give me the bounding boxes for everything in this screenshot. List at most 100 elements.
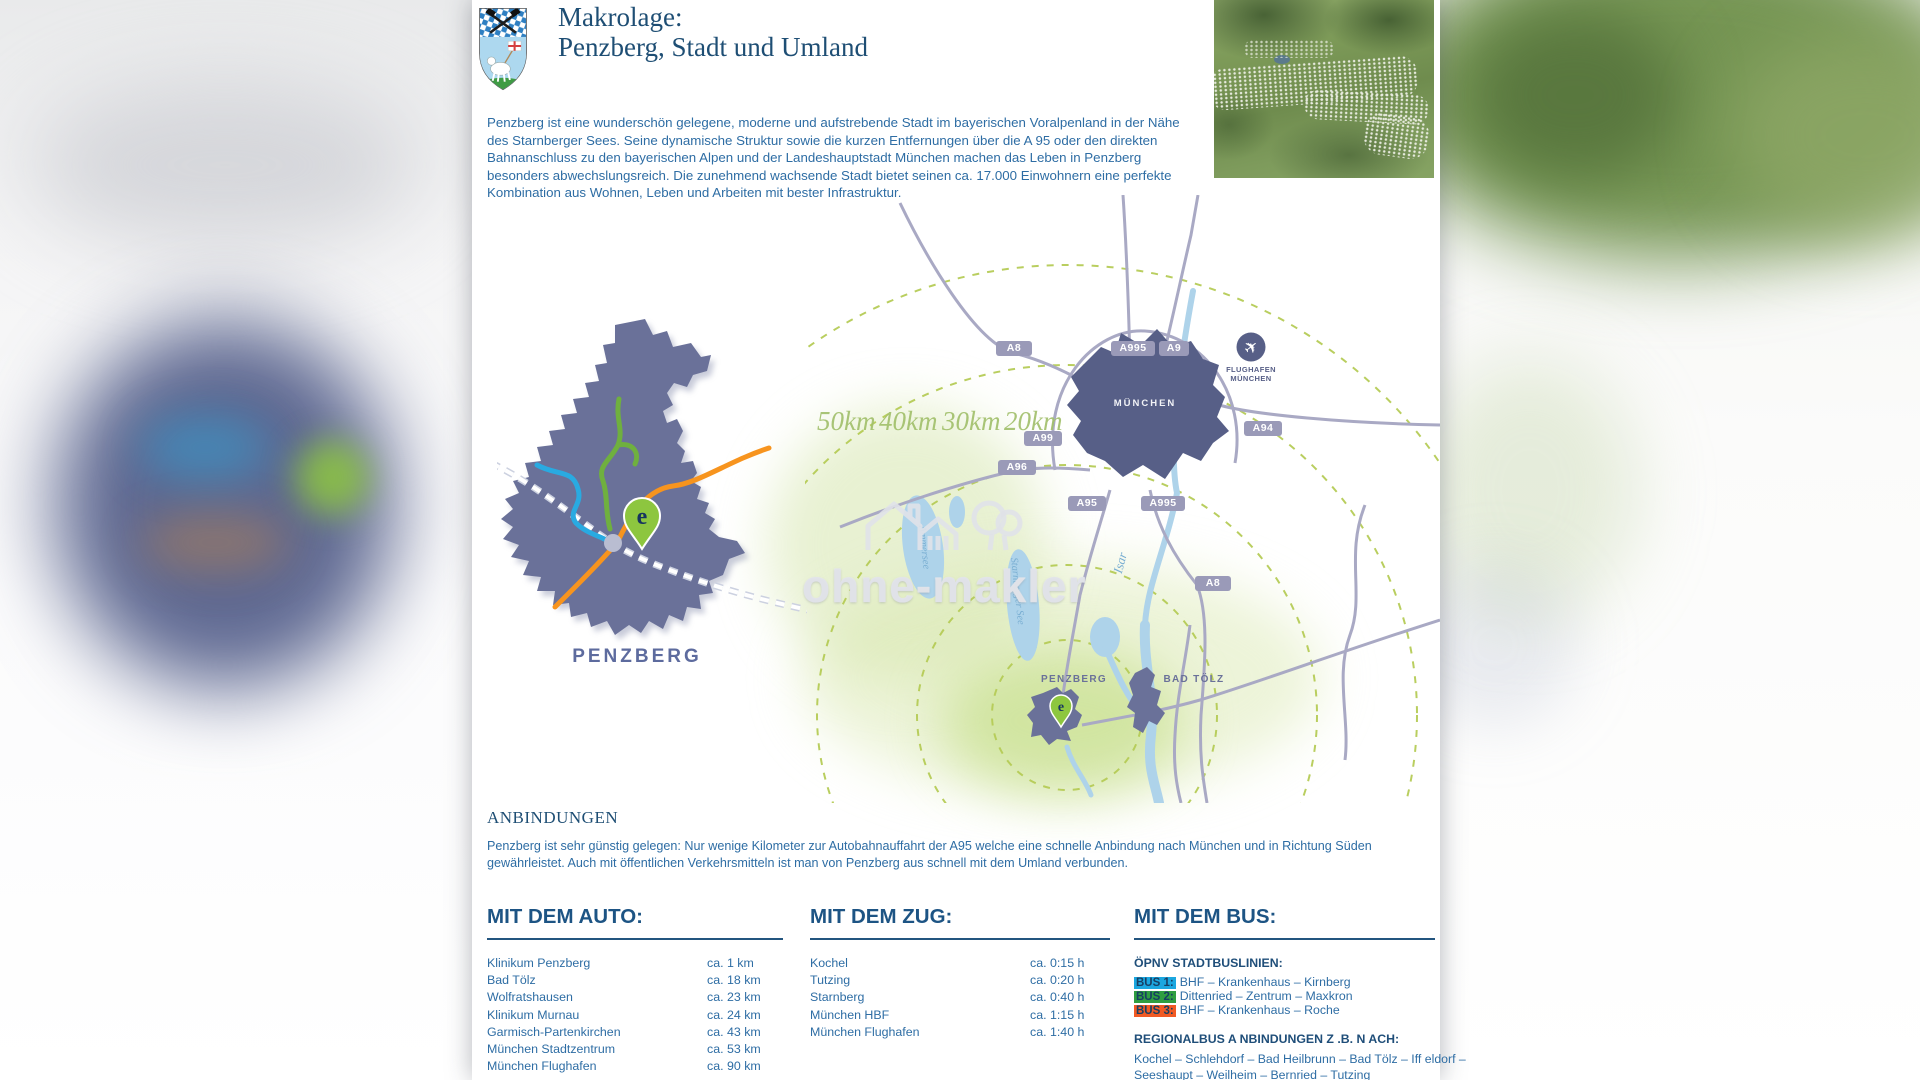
penzberg-city-map: e PENZBERG	[497, 315, 807, 670]
row-value: ca. 0:15 h	[1030, 956, 1085, 970]
autobahn-badge-a8: A8	[996, 341, 1032, 356]
row-value: ca. 1 km	[707, 956, 754, 970]
zug-heading: MIT DEM ZUG:	[810, 905, 1110, 940]
radius-map-svg: ✈ e	[805, 195, 1440, 803]
airport-label-line2: MÜNCHEN	[1230, 374, 1272, 383]
table-row: München HBF ca. 1:15 h	[810, 1008, 1110, 1025]
bus-heading: MIT DEM BUS:	[1134, 905, 1435, 940]
table-row: Klinikum Penzberg ca. 1 km	[487, 956, 783, 973]
zug-table: Kochel ca. 0:15 h Tutzing ca. 0:20 h Starn…	[810, 956, 1110, 1042]
row-value: ca. 90 km	[707, 1059, 761, 1074]
bus1-route: BHF – Krankenhaus – Kirnberg	[1179, 975, 1351, 989]
autobahn-badge-a995-s: A995	[1141, 496, 1185, 511]
bus3-badge: BUS 3:	[1134, 1005, 1176, 1018]
city-outline-shape	[501, 319, 745, 635]
title-line2: Penzberg, Stadt und Umland	[558, 32, 868, 62]
pin-letter: e	[1058, 700, 1064, 715]
background-blur-left	[0, 0, 472, 1080]
autobahn-badge-a995: A995	[1111, 341, 1155, 356]
regionalbus-line1: Kochel – Schlehdorf – Bad Heilbrunn – Ba…	[1134, 1051, 1466, 1066]
muenchen-shape	[1067, 329, 1229, 479]
bus3-route: BHF – Krankenhaus – Roche	[1179, 1003, 1340, 1018]
row-value: ca. 1:40 h	[1030, 1024, 1085, 1039]
region-radius-map: ✈ e 50km 40km 30km 20km A8 A995 A9 A94 A…	[805, 195, 1440, 803]
airport-label: FLUGHAFEN MÜNCHEN	[1203, 365, 1299, 383]
bus1-badge: BUS 1:	[1134, 977, 1176, 989]
city-outline-svg: e	[497, 319, 807, 635]
roads	[839, 195, 1440, 803]
autobahn-badge-a94: A94	[1244, 421, 1282, 436]
bus-column: MIT DEM BUS: ÖPNV STADTBUSLINIEN: BUS 1:…	[1134, 905, 1466, 1080]
autobahn-badge-a8-s: A8	[1195, 576, 1231, 591]
photo-forest	[1324, 0, 1434, 55]
city-map-caption: PENZBERG	[572, 646, 702, 667]
bus-line-1: BUS 1: BHF – Krankenhaus – Kirnberg	[1134, 975, 1435, 989]
blur-blob	[295, 440, 370, 515]
autobahn-badge-a95: A95	[1068, 496, 1106, 511]
auto-column: MIT DEM AUTO: Klinikum Penzberg ca. 1 km …	[487, 905, 783, 1076]
row-value: ca. 43 km	[707, 1024, 761, 1039]
document-page: Makrolage: Penzberg, Stadt und Umland Pen…	[472, 0, 1466, 1080]
intro-paragraph: Penzberg ist eine wunderschön gelegene, …	[487, 115, 1180, 201]
row-value: ca. 23 km	[707, 990, 761, 1005]
ring-label-30km: 30km	[942, 406, 1001, 436]
road-cyan	[534, 462, 613, 545]
penzberg-coat-of-arms-icon	[479, 7, 527, 91]
bus2-route: Dittenried – Zentrum – Maxkron	[1179, 989, 1353, 1004]
ring-label-50km: 50km	[817, 406, 876, 436]
table-row: Bad Tölz ca. 18 km	[487, 973, 783, 990]
table-row: Wolfratshausen ca. 23 km	[487, 990, 783, 1007]
row-label: Starnberg	[810, 990, 865, 1005]
table-row: München Flughafen ca. 1:40 h	[810, 1025, 1110, 1042]
penzberg-town-label: PENZBERG	[1041, 674, 1107, 685]
autobahn-badge-a99: A99	[1024, 431, 1062, 446]
regionalbus-subheading: REGIONALBUS A NBINDUNGEN Z .B. N ACH:	[1134, 1031, 1400, 1046]
anbindungen-heading: ANBINDUNGEN	[487, 808, 619, 827]
airport-icon: ✈	[1236, 332, 1266, 362]
background-blur-right	[1440, 0, 1920, 1080]
table-row: Kochel ca. 0:15 h	[810, 956, 1110, 973]
title-line1: Makrolage:	[558, 2, 683, 32]
page-title: Makrolage: Penzberg, Stadt und Umland	[558, 2, 868, 62]
row-label: Klinikum Murnau	[487, 1007, 580, 1022]
row-label: Kochel	[810, 956, 848, 970]
airport-label-line1: FLUGHAFEN	[1226, 365, 1276, 374]
autobahn-badge-a96: A96	[998, 460, 1036, 475]
aerial-photo	[1214, 0, 1434, 178]
row-label: München Stadtzentrum	[487, 1041, 616, 1056]
table-row: Tutzing ca. 0:20 h	[810, 973, 1110, 990]
location-pin-small-icon: e	[1049, 694, 1073, 729]
bad-toelz-town-label: BAD TÖLZ	[1163, 674, 1225, 685]
blur-blob	[140, 515, 290, 570]
road-green	[599, 396, 623, 532]
table-row: Klinikum Murnau ca. 24 km	[487, 1008, 783, 1025]
table-row: München Flughafen ca. 90 km	[487, 1059, 783, 1076]
photo-town	[1244, 40, 1334, 58]
pin-letter: e	[637, 504, 648, 530]
anbindungen-paragraph: Penzberg ist sehr günstig gelegen: Nur w…	[487, 839, 1372, 870]
row-label: Bad Tölz	[487, 973, 536, 988]
row-label: München HBF	[810, 1007, 890, 1022]
bad-toelz-shape	[1127, 667, 1165, 733]
blur-blob	[30, 80, 420, 250]
row-value: ca. 0:40 h	[1030, 990, 1085, 1005]
bus2-badge: BUS 2:	[1134, 991, 1176, 1004]
auto-table: Klinikum Penzberg ca. 1 km Bad Tölz ca. 18…	[487, 956, 783, 1076]
row-label: Tutzing	[810, 973, 851, 988]
railway-line-dashes	[497, 463, 807, 612]
road-green-branch	[615, 442, 640, 467]
table-row: Starnberg ca. 0:40 h	[810, 990, 1110, 1007]
row-label: Wolfratshausen	[487, 990, 573, 1005]
row-label: München Flughafen	[810, 1024, 920, 1039]
auto-heading: MIT DEM AUTO:	[487, 905, 783, 940]
row-label: Garmisch-Partenkirchen	[487, 1024, 621, 1039]
row-value: ca. 0:20 h	[1030, 973, 1085, 988]
regionalbus-line2: Seeshaupt – Weilheim – Bernried – Tutzin…	[1134, 1067, 1371, 1080]
lakes	[901, 495, 1120, 661]
ring-label-40km: 40km	[879, 406, 938, 436]
road-junction	[604, 534, 622, 552]
row-value: ca. 24 km	[707, 1007, 761, 1022]
blur-blob	[140, 415, 270, 480]
row-label: Klinikum Penzberg	[487, 956, 591, 970]
